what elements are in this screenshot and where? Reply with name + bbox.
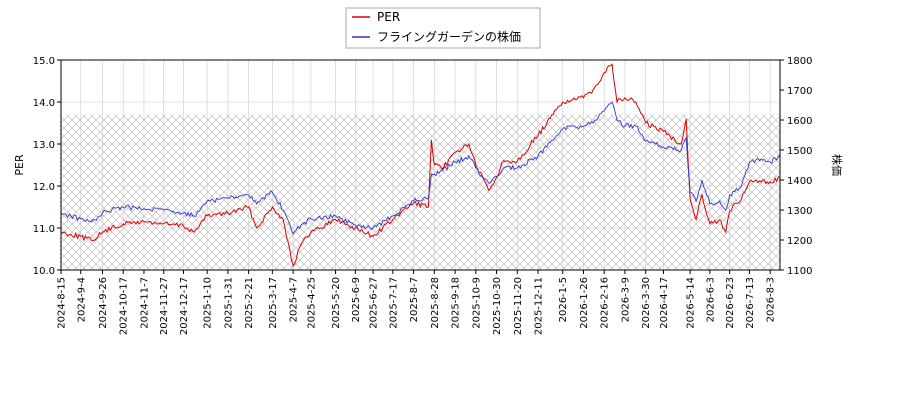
- y-left-tick-label: 11.0: [33, 224, 55, 235]
- x-tick-label: 2025-1-10: [203, 277, 214, 329]
- x-tick-label: 2024-11-27: [159, 277, 170, 335]
- y-left-tick-label: 15.0: [33, 56, 55, 67]
- x-tick-label: 2025-7-17: [388, 277, 399, 329]
- y-right-tick-label: 1300: [787, 206, 812, 217]
- x-tick-label: 2025-11-20: [513, 277, 524, 335]
- x-tick-label: 2025-4-25: [306, 277, 317, 329]
- x-tick-label: 2025-5-20: [331, 277, 342, 329]
- x-tick-label: 2024-10-17: [119, 277, 130, 335]
- hatch-band: [61, 114, 780, 270]
- y-right-tick-label: 1400: [787, 176, 812, 187]
- y-left-tick-label: 12.0: [33, 182, 55, 193]
- y-left-axis: 10.0 11.0 12.0 13.0 14.0 15.0: [33, 56, 61, 277]
- y-left-tick-label: 10.0: [33, 266, 55, 277]
- legend: PER フライングガーデンの株価: [345, 7, 541, 49]
- x-tick-label: 2025-4-7: [289, 277, 300, 322]
- x-tick-label: 2024-12-17: [179, 277, 190, 335]
- x-tick-label: 2024-8-15: [57, 277, 68, 329]
- y-right-tick-label: 1600: [787, 116, 812, 127]
- x-tick-label: 2024-9-26: [98, 277, 109, 329]
- x-tick-label: 2026-6-3: [705, 277, 716, 322]
- x-tick-label: 2024-9-4: [76, 277, 87, 322]
- y-left-tick-label: 13.0: [33, 140, 55, 151]
- y-right-tick-label: 1700: [787, 86, 812, 97]
- x-tick-label: 2025-10-9: [471, 277, 482, 329]
- y-right-tick-label: 1200: [787, 236, 812, 247]
- x-tick-label: 2026-5-14: [686, 277, 697, 329]
- x-tick-label: 2026-4-17: [659, 277, 670, 329]
- x-tick-label: 2025-6-9: [351, 277, 362, 322]
- y-right-tick-label: 1800: [787, 56, 812, 67]
- x-tick-label: 2025-1-31: [223, 277, 234, 329]
- x-tick-label: 2025-9-18: [451, 277, 462, 329]
- y-left-axis-title: PER: [13, 154, 26, 176]
- x-tick-label: 2025-2-21: [244, 277, 255, 329]
- x-tick-label: 2025-10-30: [492, 277, 503, 335]
- y-right-axis: 1100 1200 1300 1400 1500 1600 1700 1800: [780, 56, 812, 277]
- x-tick-label: 2026-1-5: [558, 277, 569, 322]
- legend-label-price: フライングガーデンの株価: [377, 29, 521, 44]
- x-tick-label: 2026-7-13: [745, 277, 756, 329]
- x-tick-label: 2025-6-27: [369, 277, 380, 329]
- x-tick-label: 2026-3-9: [620, 277, 631, 322]
- price-series-line: [60, 101, 780, 235]
- x-tick-label: 2025-3-17: [268, 277, 279, 329]
- legend-box: [345, 7, 541, 49]
- x-tick-label: 2026-1-26: [579, 277, 590, 329]
- x-tick-label: 2025-8-7: [409, 277, 420, 322]
- per-series-line: [60, 63, 781, 267]
- x-tick-label: 2024-11-7: [139, 277, 150, 329]
- plot-frame: [60, 59, 781, 271]
- y-right-axis-title: 株価: [830, 154, 844, 176]
- x-tick-label: 2025-12-11: [534, 277, 545, 335]
- x-tick-label: 2026-6-23: [725, 277, 736, 329]
- x-tick-label: 2026-3-30: [641, 277, 652, 329]
- x-tick-label: 2026-8-3: [766, 277, 777, 322]
- legend-label-per: PER: [377, 10, 400, 24]
- x-tick-label: 2025-8-28: [430, 277, 441, 329]
- x-axis: 2024-8-15 2024-9-4 2024-9-26 2024-10-17 2024…: [57, 270, 777, 335]
- y-right-tick-label: 1500: [787, 146, 812, 157]
- y-right-tick-label: 1100: [787, 266, 812, 277]
- x-tick-label: 2026-2-16: [600, 277, 611, 329]
- y-left-tick-label: 14.0: [33, 98, 55, 109]
